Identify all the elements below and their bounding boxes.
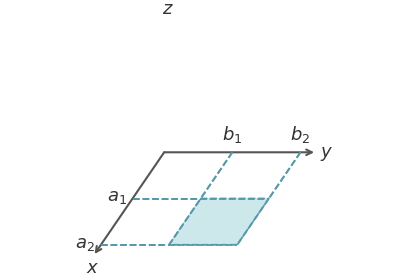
Text: $y$: $y$: [320, 144, 334, 162]
Polygon shape: [169, 199, 269, 245]
Text: $a_1$: $a_1$: [106, 188, 126, 206]
Text: $x$: $x$: [86, 259, 99, 277]
Text: $z$: $z$: [162, 0, 174, 18]
Text: $b_2$: $b_2$: [290, 124, 311, 145]
Text: $b_1$: $b_1$: [222, 124, 243, 145]
Text: $a_2$: $a_2$: [75, 235, 95, 253]
